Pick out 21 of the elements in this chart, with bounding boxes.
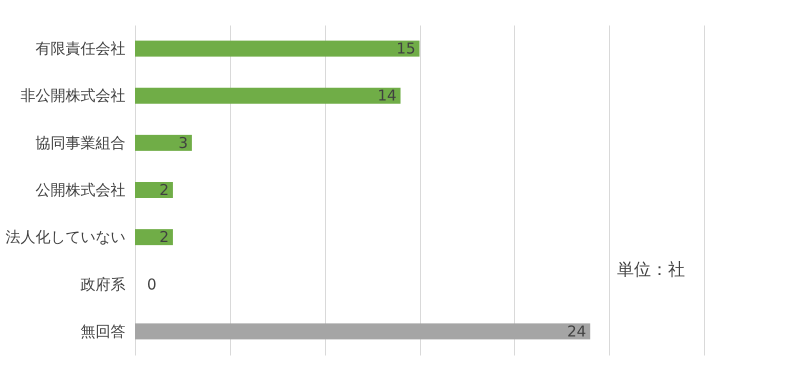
y-tick-label: 公開株式会社	[36, 181, 126, 199]
bar	[135, 182, 173, 198]
data-label: 15	[396, 40, 416, 58]
annotation: 単位：社	[617, 260, 685, 280]
data-label: 2	[159, 228, 169, 246]
data-label: 3	[178, 134, 188, 152]
bar	[135, 134, 192, 151]
data-label: 24	[567, 322, 586, 340]
y-tick-label: 無回答	[80, 322, 126, 340]
bar	[135, 40, 420, 57]
y-tick-label: 政府系	[80, 275, 126, 294]
y-tick-label: 非公開株式会社	[20, 86, 126, 105]
bar	[135, 229, 173, 246]
y-tick-label: 有限責任会社	[36, 40, 126, 58]
bar	[135, 323, 590, 340]
data-label: 2	[159, 181, 169, 199]
y-tick-label: 法人化していない	[6, 228, 126, 246]
data-label: 0	[147, 275, 157, 294]
bar	[135, 88, 401, 104]
y-tick-label: 協同事業組合	[36, 134, 126, 152]
data-label: 14	[377, 86, 397, 105]
